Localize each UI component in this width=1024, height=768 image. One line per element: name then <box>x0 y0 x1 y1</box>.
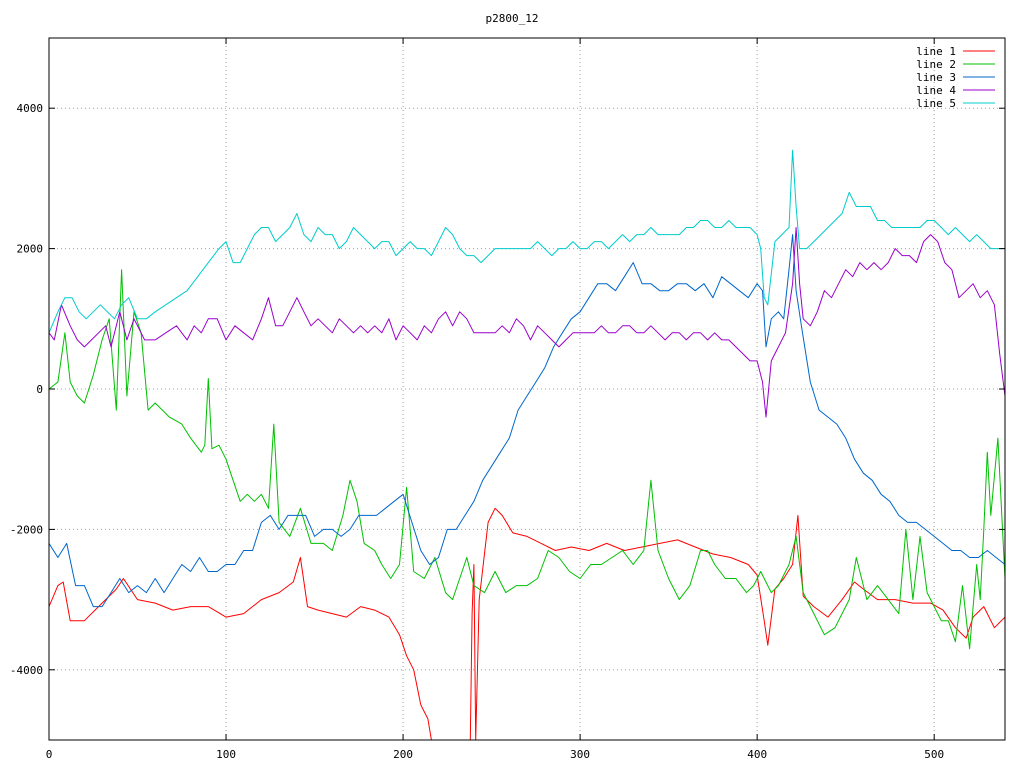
series-line-4 <box>49 227 1005 418</box>
legend-label-5: line 5 <box>916 97 956 110</box>
x-tick-label: 100 <box>216 748 236 761</box>
series-line-5 <box>49 149 1005 333</box>
grid <box>49 38 1005 740</box>
series-line-1 <box>49 507 1005 740</box>
y-tick-label: 0 <box>36 383 43 396</box>
y-tick-label: -4000 <box>10 664 43 677</box>
y-tick-label: 2000 <box>17 243 44 256</box>
series-line-3 <box>49 234 1005 608</box>
series-group <box>49 149 1005 740</box>
x-tick-label: 200 <box>393 748 413 761</box>
x-tick-label: 400 <box>747 748 767 761</box>
y-tick-label: -2000 <box>10 523 43 536</box>
y-tick-label: 4000 <box>17 102 44 115</box>
x-tick-label: 500 <box>924 748 944 761</box>
legend-label-1: line 1 <box>916 45 956 58</box>
x-tick-label: 300 <box>570 748 590 761</box>
axis-ticks: 0 100 200 300 400 500 -4000 -2000 0 2000 4000 <box>10 38 1005 761</box>
legend-label-4: line 4 <box>916 84 956 97</box>
legend-label-3: line 3 <box>916 71 956 84</box>
chart-title: p2800_12 <box>486 12 539 25</box>
legend-label-2: line 2 <box>916 58 956 71</box>
x-tick-label: 0 <box>46 748 53 761</box>
series-line-2 <box>49 269 1005 650</box>
